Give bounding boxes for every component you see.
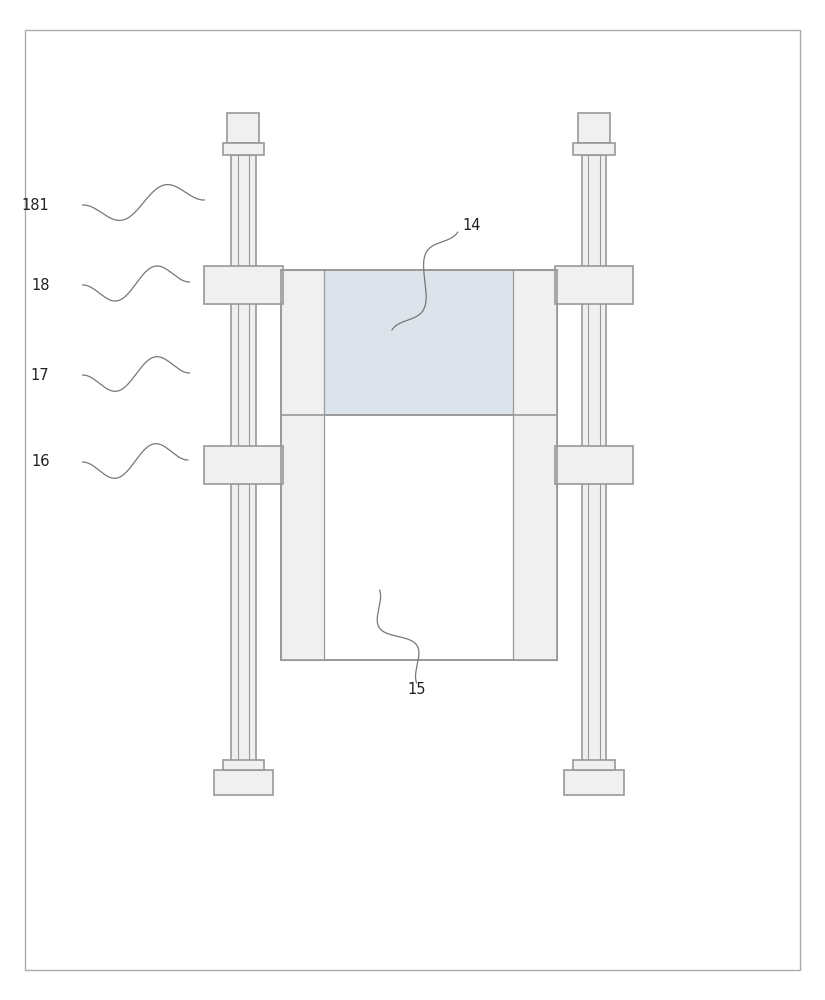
Text: 16: 16 — [31, 454, 50, 470]
Bar — [280, 415, 557, 660]
Bar — [578, 113, 610, 143]
Bar — [205, 446, 282, 484]
Bar — [231, 155, 256, 770]
Text: 14: 14 — [462, 218, 480, 232]
Text: 15: 15 — [408, 682, 426, 698]
Bar — [223, 760, 264, 770]
Bar — [573, 760, 615, 770]
Bar — [214, 770, 273, 795]
Bar — [223, 143, 264, 155]
Text: 181: 181 — [21, 198, 50, 213]
Bar — [554, 266, 634, 304]
Bar — [573, 143, 615, 155]
Text: 17: 17 — [31, 367, 50, 382]
Text: 18: 18 — [31, 277, 50, 292]
Bar — [554, 446, 634, 484]
Bar — [513, 270, 557, 660]
Bar — [227, 113, 259, 143]
Bar — [280, 270, 324, 660]
Bar — [564, 770, 624, 795]
Bar — [582, 155, 606, 770]
Bar — [205, 266, 282, 304]
Bar — [280, 270, 557, 415]
